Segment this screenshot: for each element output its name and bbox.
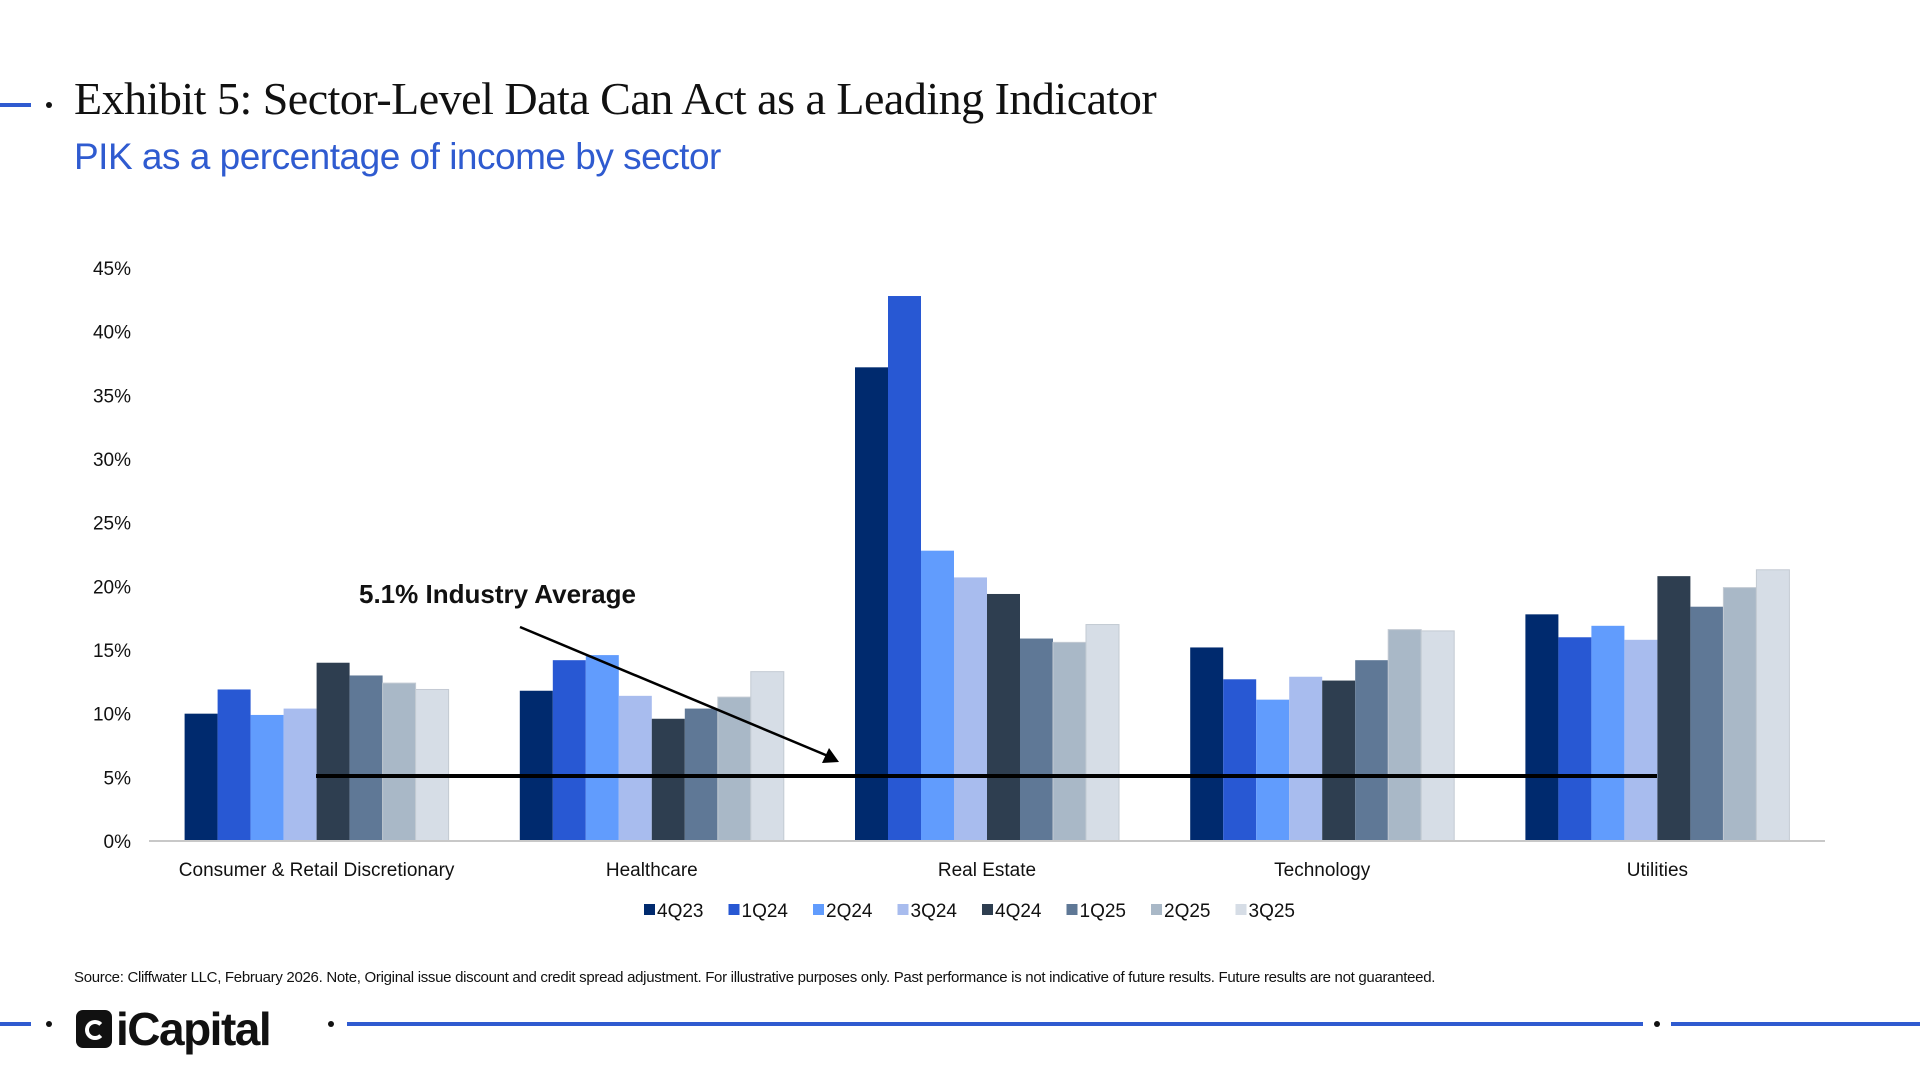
bar-4q24 <box>1322 680 1356 841</box>
bar-1q24 <box>888 296 921 842</box>
x-category-label: Real Estate <box>938 860 1036 881</box>
bar-1q25 <box>1020 638 1053 841</box>
legend-swatch-2q25 <box>1151 904 1162 915</box>
x-category-label: Utilities <box>1627 860 1688 881</box>
legend-label: 1Q24 <box>742 901 789 922</box>
bar-4q24 <box>316 662 350 841</box>
bar-chart: 0% 5% 10% 15% 20% 25% 30% 35% 40% 45% Consumer & R… <box>93 259 1825 922</box>
bar-3q25 <box>1085 624 1120 842</box>
icapital-logo: iCapital <box>76 1002 272 1056</box>
legend-label: 2Q24 <box>826 901 873 922</box>
bar-1q25 <box>1690 606 1724 841</box>
bar-1q24 <box>217 689 251 841</box>
footer-dot-left <box>46 1021 52 1027</box>
y-tick-label: 10% <box>93 705 131 726</box>
bar-2q24 <box>585 655 619 841</box>
y-tick-label: 5% <box>104 768 132 789</box>
legend-label: 1Q25 <box>1080 901 1126 922</box>
bar-4q24 <box>987 593 1020 841</box>
footer-rule <box>347 1022 1643 1026</box>
y-tick-label: 45% <box>93 259 131 280</box>
y-tick-label: 0% <box>104 832 132 853</box>
footer-accent-dash-left <box>0 1022 31 1026</box>
bar-2q24 <box>250 714 284 841</box>
bar-3q24 <box>1624 639 1658 841</box>
bar-3q25 <box>1755 569 1790 842</box>
bar-2q24 <box>921 550 954 841</box>
x-category-label: Consumer & Retail Discretionary <box>179 860 455 881</box>
logo-text: iCapital <box>116 1003 272 1055</box>
bar-3q25 <box>750 671 785 842</box>
bar-2q24 <box>1591 625 1625 841</box>
header-accent-dot <box>46 102 52 108</box>
bar-2q25 <box>382 682 417 842</box>
bar-1q24 <box>1558 637 1592 841</box>
header-accent-dash <box>0 103 31 107</box>
bar-2q25 <box>1052 641 1087 842</box>
bar-3q24 <box>954 577 987 841</box>
footer-dot-mid <box>328 1021 334 1027</box>
bar-4q24 <box>651 718 685 841</box>
bar-2q25 <box>1722 587 1757 842</box>
bar-3q24 <box>1289 676 1323 841</box>
bar-2q25 <box>1387 629 1422 842</box>
legend-swatch-1q24 <box>728 904 740 915</box>
bar-1q25 <box>349 675 383 841</box>
bar-3q24 <box>283 708 317 841</box>
footer-rule-right <box>1671 1022 1920 1026</box>
bar-2q24 <box>1256 699 1290 841</box>
legend-swatch-1q25 <box>1066 904 1078 915</box>
legend-label: 4Q24 <box>995 901 1042 922</box>
legend-swatch-2q24 <box>813 904 824 915</box>
bar-4q23 <box>855 367 888 841</box>
legend-swatch-3q24 <box>897 904 909 915</box>
legend-swatch-4q23 <box>644 904 655 915</box>
annotation-arrowhead-icon <box>822 748 839 763</box>
annotation-arrow-line <box>519 625 829 758</box>
legend-swatch-4q24 <box>982 904 993 915</box>
y-tick-label: 25% <box>93 514 131 535</box>
y-tick-label: 30% <box>93 450 131 471</box>
bar-4q24 <box>1657 576 1691 841</box>
y-tick-label: 20% <box>93 577 131 598</box>
legend-label: 3Q25 <box>1249 901 1295 922</box>
legend-label: 2Q25 <box>1164 901 1210 922</box>
footer-dot-right <box>1654 1021 1660 1027</box>
source-note: Source: Cliffwater LLC, February 2026. N… <box>74 969 1436 986</box>
bar-3q25 <box>1420 630 1455 842</box>
bar-3q24 <box>618 695 652 841</box>
bar-4q23 <box>1190 647 1224 841</box>
bar-3q25 <box>415 688 450 842</box>
legend-swatch-3q25 <box>1235 904 1247 915</box>
bar-1q24 <box>1223 679 1257 841</box>
y-tick-label: 35% <box>93 386 131 407</box>
y-tick-label: 15% <box>93 641 131 662</box>
industry-average-label: 5.1% Industry Average <box>359 579 636 609</box>
x-category-label: Healthcare <box>606 860 698 881</box>
legend-label: 3Q24 <box>911 901 958 922</box>
page-subtitle: PIK as a percentage of income by sector <box>74 136 721 177</box>
page-title: Exhibit 5: Sector-Level Data Can Act as … <box>74 73 1157 124</box>
y-tick-label: 40% <box>93 323 131 344</box>
legend-label: 4Q23 <box>657 901 703 922</box>
bar-2q25 <box>717 696 752 842</box>
logo-mark-icon <box>76 1010 112 1048</box>
bar-4q23 <box>184 713 218 841</box>
bar-4q23 <box>519 690 553 841</box>
bar-1q25 <box>1355 660 1389 841</box>
bar-4q23 <box>1525 614 1559 841</box>
bar-1q24 <box>552 660 586 841</box>
x-category-label: Technology <box>1274 860 1371 881</box>
